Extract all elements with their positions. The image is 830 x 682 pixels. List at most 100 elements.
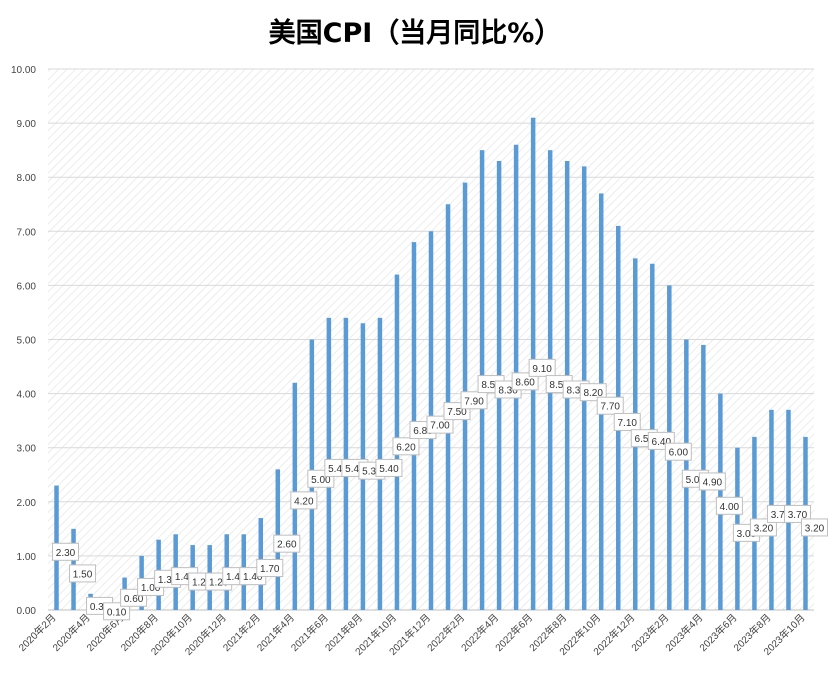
data-label-text: 6.00 (669, 448, 689, 459)
data-label-box (392, 437, 420, 456)
data-label-text: 2.60 (277, 540, 297, 551)
data-label: 0.10 (103, 602, 131, 621)
data-label-text: 8.50 (481, 380, 501, 391)
data-label-text: 0.10 (107, 607, 127, 618)
data-label: 5.40 (375, 458, 403, 477)
data-label: 3.20 (749, 518, 777, 537)
data-label-box (511, 372, 539, 391)
data-label-box (460, 391, 488, 410)
y-tick-label: 4.00 (17, 390, 37, 401)
data-label-text: 7.00 (430, 421, 450, 432)
data-label-text: 1.40 (226, 572, 246, 583)
y-tick-label: 10.00 (11, 65, 36, 76)
data-label-box (783, 504, 811, 523)
data-label-text: 8.30 (566, 385, 586, 396)
y-tick-label: 7.00 (17, 227, 37, 238)
data-label-box (749, 518, 777, 537)
data-label-text: 8.60 (515, 377, 535, 388)
data-label: 7.90 (460, 391, 488, 410)
data-label-text: 4.00 (720, 502, 740, 513)
data-label-box (103, 602, 131, 621)
data-label-box (273, 534, 301, 553)
data-label-text: 4.90 (703, 477, 723, 488)
data-label-text: 7.70 (600, 402, 620, 413)
data-label-text: 1.40 (243, 572, 263, 583)
data-label-box (698, 472, 726, 491)
data-label-text: 3.00 (737, 529, 757, 540)
data-label-box (596, 396, 624, 415)
data-label: 8.60 (511, 372, 539, 391)
data-label-text: 1.20 (209, 578, 229, 589)
data-label-text: 7.10 (618, 418, 638, 429)
data-label-box (290, 491, 318, 510)
data-label-box (664, 442, 692, 461)
data-label-text: 6.80 (413, 426, 433, 437)
y-tick-label: 6.00 (17, 281, 37, 292)
data-label-text: 4.20 (294, 496, 314, 507)
data-label: 7.10 (613, 412, 641, 431)
data-label-text: 7.50 (447, 407, 467, 418)
data-label-text: 1.20 (192, 578, 212, 589)
data-label-text: 3.20 (754, 523, 774, 534)
data-label-text: 1.40 (175, 572, 195, 583)
data-label: 4.90 (698, 472, 726, 491)
data-label-box (715, 496, 743, 515)
data-label-text: 1.30 (158, 575, 178, 586)
data-label-text: 9.10 (532, 364, 552, 375)
x-axis: 2020年2月2020年4月2020年6月2020年8月2020年10月2020… (16, 611, 808, 658)
data-label-box (528, 358, 556, 377)
y-tick-label: 5.00 (17, 336, 37, 347)
data-label-text: 5.40 (328, 464, 348, 475)
data-label-text: 8.30 (498, 385, 518, 396)
data-label: 1.70 (256, 559, 284, 578)
data-label-text: 7.90 (464, 396, 484, 407)
data-label-text: 8.20 (583, 388, 603, 399)
data-label-box (800, 518, 828, 537)
y-tick-label: 3.00 (17, 444, 37, 455)
data-label: 4.20 (290, 491, 318, 510)
data-label-text: 3.70 (788, 510, 808, 521)
data-label: 3.70 (783, 504, 811, 523)
data-label-box (52, 542, 80, 561)
y-tick-label: 8.00 (17, 173, 37, 184)
data-label-text: 5.00 (686, 475, 706, 486)
data-label: 8.20 (579, 383, 607, 402)
data-label-text: 3.70 (771, 510, 791, 521)
y-tick-label: 2.00 (17, 498, 37, 509)
data-label-box (69, 564, 97, 583)
data-label: 3.20 (800, 518, 828, 537)
data-label-text: 5.00 (311, 475, 331, 486)
data-label-box (426, 415, 454, 434)
data-label-text: 5.40 (345, 464, 365, 475)
data-label-text: 6.40 (652, 437, 672, 448)
data-labels: 2.301.500.300.100.601.001.301.401.201.20… (52, 358, 828, 621)
data-label-text: 1.50 (73, 569, 93, 580)
y-tick-label: 1.00 (17, 552, 37, 563)
data-label-text: 6.50 (635, 434, 655, 445)
data-label: 7.00 (426, 415, 454, 434)
data-label-text: 5.30 (362, 467, 382, 478)
data-label-text: 0.30 (90, 602, 110, 613)
data-label-box (256, 559, 284, 578)
data-label-text: 8.50 (549, 380, 569, 391)
y-tick-label: 9.00 (17, 119, 37, 130)
data-label-text: 5.40 (379, 464, 399, 475)
data-label-box (613, 412, 641, 431)
data-label: 4.00 (715, 496, 743, 515)
chart-title: 美国CPI（当月同比%） (269, 17, 562, 49)
data-label: 9.10 (528, 358, 556, 377)
data-label: 1.50 (69, 564, 97, 583)
data-label: 7.70 (596, 396, 624, 415)
data-label-text: 3.20 (805, 523, 825, 534)
data-label-text: 0.60 (124, 594, 144, 605)
y-axis: 0.00 1.00 2.00 3.00 4.00 5.00 6.00 7.00 8.00 9.00… (11, 65, 36, 617)
data-label: 6.00 (664, 442, 692, 461)
data-label-box (579, 383, 607, 402)
data-label: 2.60 (273, 534, 301, 553)
y-tick-label: 0.00 (17, 606, 37, 617)
data-label-text: 6.20 (396, 442, 416, 453)
data-label-box (375, 458, 403, 477)
data-label: 6.20 (392, 437, 420, 456)
